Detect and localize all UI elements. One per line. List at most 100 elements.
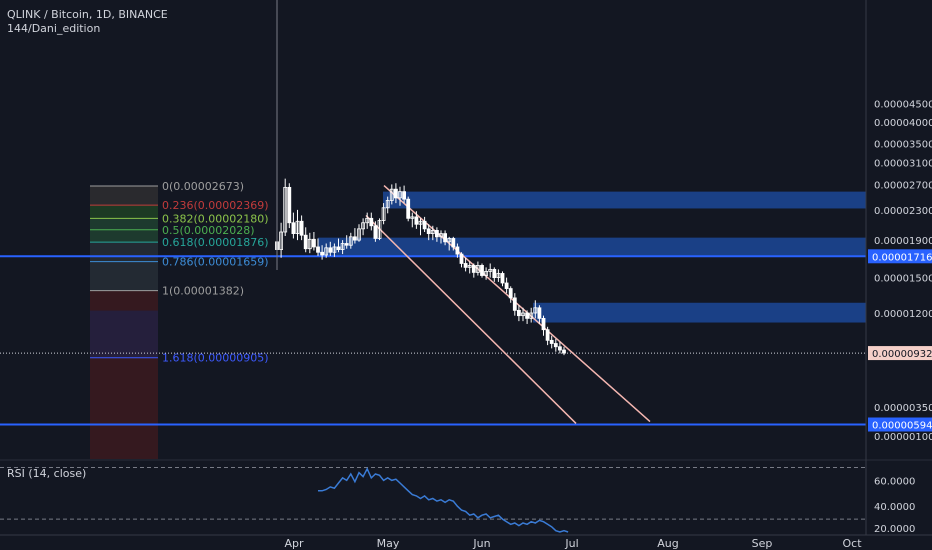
price-tick-label: 0.00000350 <box>874 403 932 414</box>
candle-body <box>471 265 476 273</box>
time-tick-label: May <box>377 537 400 550</box>
candle-body <box>549 339 554 344</box>
supply-zone[interactable] <box>383 191 866 209</box>
fib-level-label: 0.786(0.00001659) <box>162 256 269 269</box>
candle-body <box>512 297 517 311</box>
candle-body <box>447 238 452 243</box>
candle-body <box>537 307 542 319</box>
candle-body <box>533 307 538 314</box>
price-tag-label: 0.00000932 <box>872 349 932 360</box>
candle-body <box>410 216 415 219</box>
fib-level-label: 0.236(0.00002369) <box>162 199 269 212</box>
horizontal-lines[interactable] <box>0 255 866 426</box>
fib-block-grey <box>90 186 158 206</box>
candle-body <box>332 246 337 253</box>
candle-body <box>336 246 341 250</box>
fibonacci-retracement[interactable]: 0(0.00002673) 0.236(0.00002369)0.382(0.00… <box>90 180 269 459</box>
candle-body <box>459 253 464 264</box>
fib-block-blue <box>90 310 158 358</box>
candle-body <box>316 246 320 253</box>
candle-body <box>541 317 546 331</box>
candle-body <box>545 329 550 341</box>
candle-body <box>439 233 443 238</box>
candle-body <box>422 220 427 230</box>
rsi-line <box>318 467 569 533</box>
candle-body <box>352 236 357 241</box>
supply-zone[interactable] <box>533 302 866 323</box>
candle-body <box>320 251 325 256</box>
price-tick-label: 0.00004000 <box>874 118 932 129</box>
time-tick-label: Oct <box>842 537 862 550</box>
price-tick-label: 0.00002700 <box>874 180 932 191</box>
candle-body <box>279 231 284 250</box>
candle-body <box>295 220 300 234</box>
candle-body <box>393 188 398 199</box>
supply-zones[interactable] <box>318 191 866 323</box>
time-tick-label: Jul <box>564 537 578 550</box>
time-tick-label: Jun <box>472 537 490 550</box>
candle-body <box>484 270 489 276</box>
candle-body <box>398 191 402 199</box>
candle-body <box>357 228 361 241</box>
candle-body <box>500 273 505 284</box>
candle-body <box>517 309 521 317</box>
price-axis[interactable]: 0.00004500 0.00004000 0.00003500 0.00003100… <box>0 0 932 535</box>
candle-body <box>451 238 456 248</box>
channel-lower-line[interactable] <box>365 214 577 424</box>
candle-body <box>488 268 493 272</box>
candle-body <box>508 288 513 299</box>
candle-body <box>443 233 448 243</box>
candle-body <box>529 312 534 319</box>
time-axis[interactable]: Apr May Jun Jul Aug Sep Oct <box>0 534 932 550</box>
candle-body <box>402 191 407 200</box>
level-price-tag[interactable] <box>868 249 932 264</box>
candle-body <box>381 207 386 221</box>
candle-body <box>344 243 349 246</box>
candle-body <box>426 228 431 234</box>
candle-body <box>303 234 308 250</box>
fib-level-label: 0.618(0.00001876) <box>162 236 269 249</box>
candle-body <box>558 346 562 351</box>
price-tick-label: 0.00000100 <box>874 432 932 443</box>
supply-zone[interactable] <box>318 237 866 256</box>
fib-level-label: 1.618(0.00000905) <box>162 352 269 365</box>
candle-body <box>311 238 316 248</box>
price-tick-label: 0.00001200 <box>874 309 932 320</box>
candle-body <box>348 236 353 246</box>
candle-body <box>307 238 312 250</box>
candle-body <box>504 282 509 289</box>
candle-body <box>361 222 366 230</box>
candle-body <box>455 246 460 255</box>
candle-body <box>299 220 304 236</box>
candle-body <box>377 220 382 239</box>
candle-body <box>365 217 370 224</box>
candle-body <box>389 188 394 201</box>
candle-body <box>418 220 423 225</box>
price-tick-label: 0.00003500 <box>874 139 932 150</box>
symbol-title: QLINK / Bitcoin, 1D, BINANCE <box>7 8 168 21</box>
candle-body <box>475 265 480 273</box>
rsi-pane: 60.0000 40.0000 20.0000 <box>0 467 915 535</box>
candle-body <box>496 273 501 279</box>
price-tick-label: 0.00001900 <box>874 236 932 247</box>
level-price-tag[interactable] <box>868 417 932 432</box>
rsi-tick-label: 40.0000 <box>874 502 915 513</box>
fib-level-label: 0.5(0.00002028) <box>162 224 255 237</box>
candle-body <box>492 268 497 279</box>
candle-body <box>414 216 419 225</box>
rsi-title: RSI (14, close) <box>7 467 87 480</box>
fib-level-label: 0.382(0.00002180) <box>162 212 269 225</box>
candlestick-series <box>275 178 566 356</box>
candle-body <box>291 222 296 234</box>
candle-body <box>562 349 566 354</box>
candle-body <box>283 186 288 233</box>
candle-body <box>406 198 411 219</box>
price-tag-label: 0.00001716 <box>872 252 932 263</box>
candle-body <box>328 247 333 253</box>
last-price-tag[interactable] <box>868 346 932 361</box>
fib-block-green <box>90 205 158 219</box>
candle-body <box>430 230 435 234</box>
candle-body <box>324 247 329 256</box>
candle-body <box>434 230 439 238</box>
